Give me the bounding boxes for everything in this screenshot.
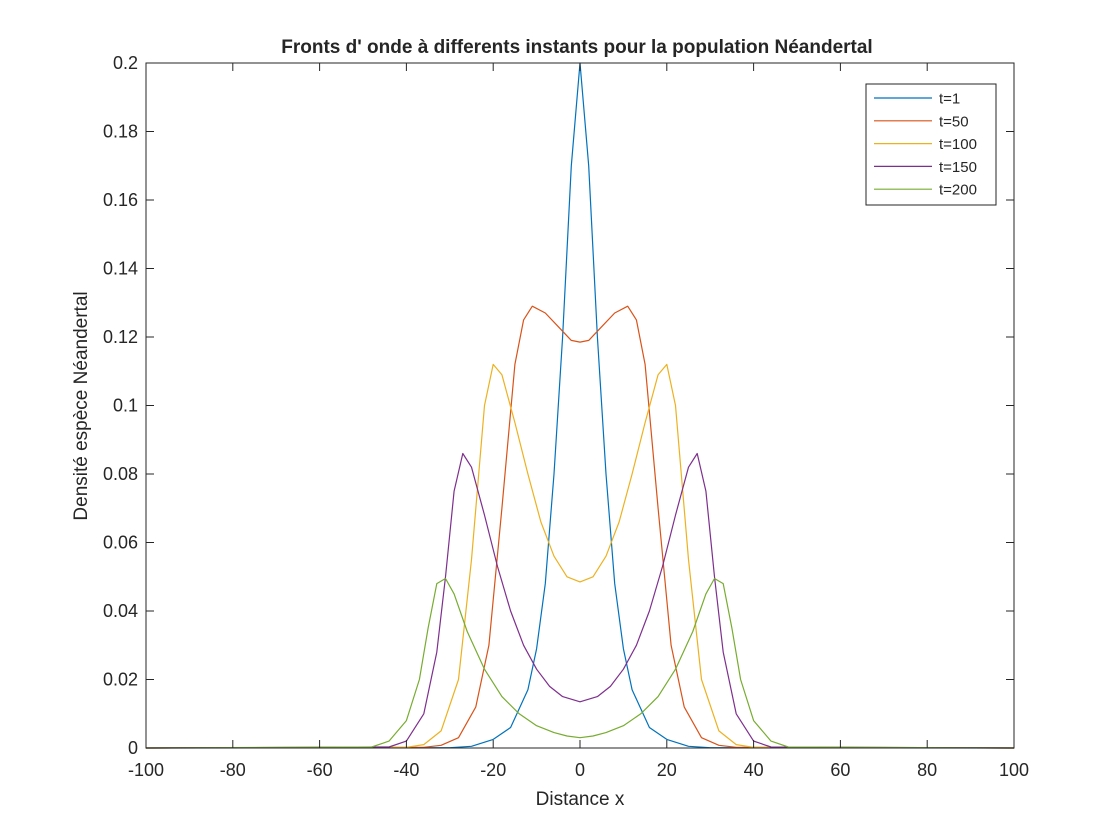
x-tick-label: 100: [999, 760, 1029, 780]
y-tick-label: 0.2: [113, 53, 138, 73]
legend: t=1 t=50 t=100 t=150 t=200: [865, 83, 997, 206]
legend-box: [865, 83, 997, 206]
chart-title: Fronts d' onde à differents instants pou…: [281, 37, 872, 58]
plot-area: -100 -80 -60 -40 -20 0 20 40 60 80 100 0 0.02 0.04 0.0…: [103, 53, 1029, 780]
y-tick-label: 0.08: [103, 464, 138, 484]
series-line-t-150: [145, 452, 1015, 749]
y-axis-label: Densité espèce Néandertal: [71, 291, 92, 520]
y-tick-label: 0.04: [103, 601, 138, 621]
x-axis-label: Distance x: [536, 789, 625, 810]
legend-label: t=200: [939, 182, 977, 199]
series-line-t-100: [145, 363, 1015, 749]
x-tick-label: 20: [657, 760, 677, 780]
y-tick-label: 0: [128, 738, 138, 758]
x-tick-label: 80: [917, 760, 937, 780]
legend-label: t=150: [939, 159, 977, 176]
series-line-t-200: [145, 577, 1015, 749]
y-tick-label: 0.1: [113, 396, 138, 416]
legend-label: t=1: [939, 91, 960, 108]
y-tick-label: 0.06: [103, 533, 138, 553]
y-tick-label: 0.16: [103, 190, 138, 210]
x-tick-label: -60: [307, 760, 333, 780]
y-tick-label: 0.14: [103, 259, 138, 279]
x-tick-label: -20: [480, 760, 506, 780]
x-tick-label: -40: [393, 760, 419, 780]
x-tick-label: 40: [744, 760, 764, 780]
series-line-t-50: [145, 305, 1015, 749]
x-tick-label: -80: [220, 760, 246, 780]
y-tick-label: 0.12: [103, 327, 138, 347]
x-tick-label: -100: [128, 760, 164, 780]
legend-label: t=50: [939, 113, 969, 130]
x-tick-label: 60: [830, 760, 850, 780]
x-tick-label: 0: [575, 760, 585, 780]
y-tick-label: 0.18: [103, 122, 138, 142]
y-tick-label: 0.02: [103, 670, 138, 690]
legend-label: t=100: [939, 136, 977, 153]
